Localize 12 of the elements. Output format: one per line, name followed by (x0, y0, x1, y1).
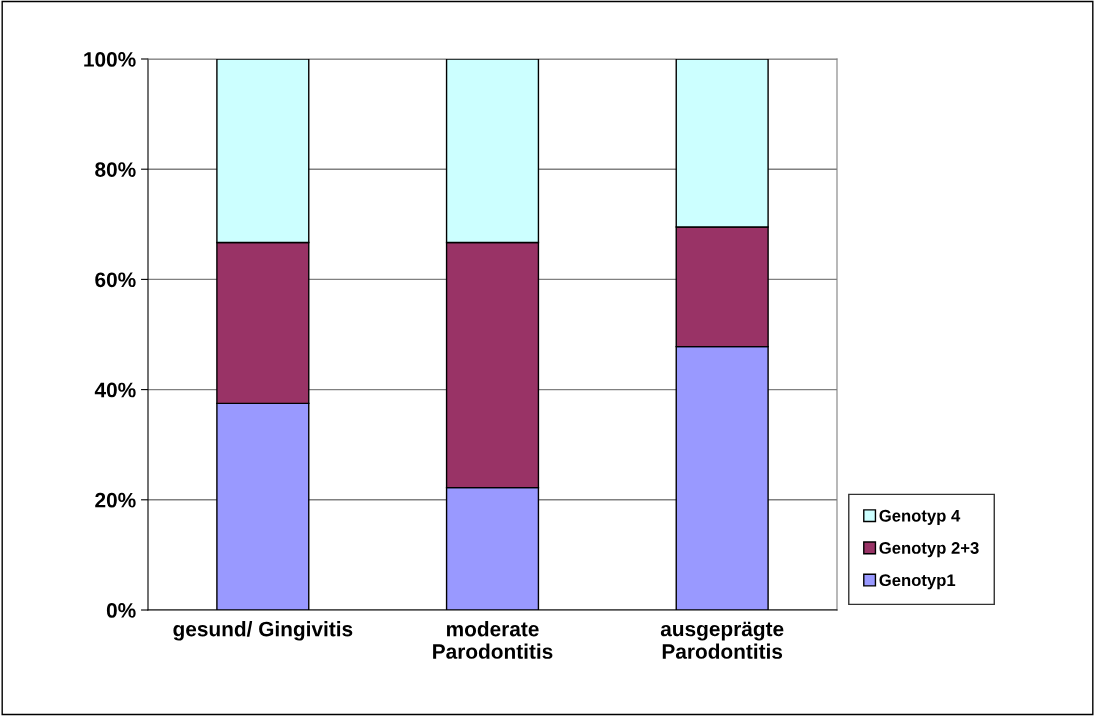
x-tick-label: ausgeprägte Parodontitis (660, 621, 784, 659)
y-tick-label: 20% (95, 492, 136, 508)
legend-label: Genotyp1 (879, 574, 956, 590)
x-tick-label: gesund/ Gingivitis (173, 621, 353, 641)
y-tick-label: 0% (106, 603, 136, 618)
legend-label: Genotyp 2+3 (879, 542, 979, 558)
y-tick-label: 40% (94, 382, 136, 398)
y-tick-label: 100% (84, 52, 136, 67)
legend-label: Genotyp 4 (879, 509, 961, 525)
y-tick-label: 60% (95, 272, 136, 288)
y-tick-label: 80% (95, 162, 136, 177)
x-tick-label: moderate Parodontitis (433, 621, 553, 659)
